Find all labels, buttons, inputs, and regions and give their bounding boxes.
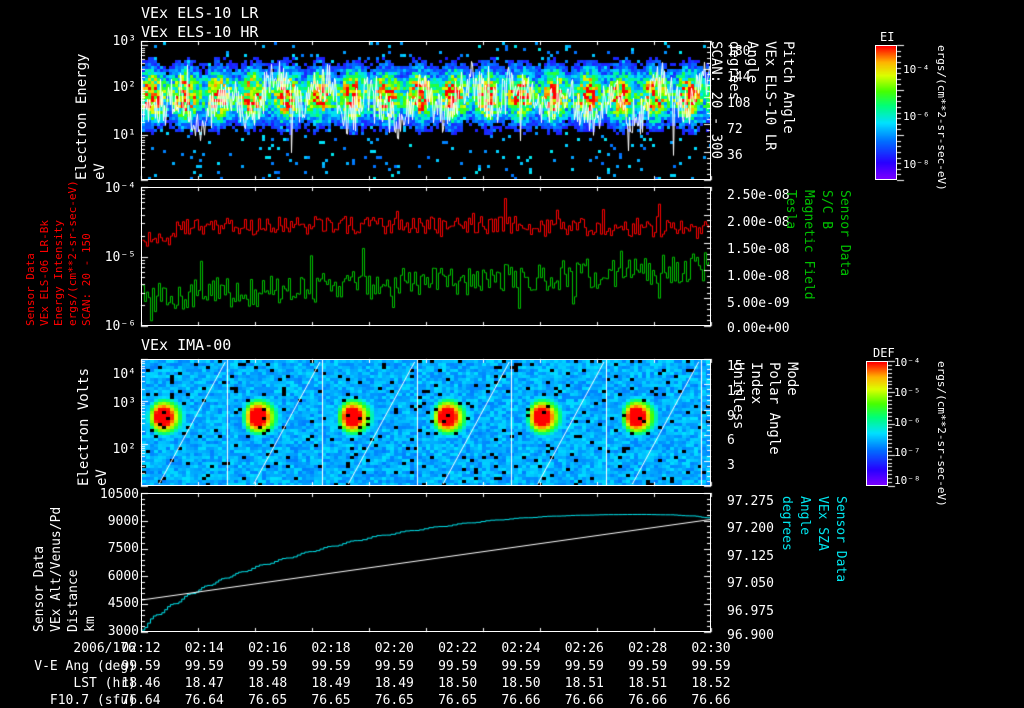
time-axis-cell-r3-c6: 76.66: [501, 693, 541, 708]
time-axis-cell-r1-c2: 99.59: [248, 659, 288, 674]
time-axis-cell-r1-c8: 99.59: [628, 659, 668, 674]
time-axis-cell-r3-c5: 76.65: [438, 693, 478, 708]
time-axis-tick-6: 02:24: [501, 641, 541, 656]
time-axis-cell-r2-c9: 18.52: [691, 676, 731, 691]
time-axis-cell-r3-c0: 76.64: [121, 693, 161, 708]
time-axis-cell-r3-c9: 76.66: [691, 693, 731, 708]
time-axis-tick-3: 02:18: [311, 641, 351, 656]
time-axis-cell-r1-c4: 99.59: [374, 659, 414, 674]
time-axis-tick-1: 02:14: [184, 641, 224, 656]
time-axis-cell-r3-c8: 76.66: [628, 693, 668, 708]
time-axis-cell-r2-c3: 18.49: [311, 676, 351, 691]
time-axis-tick-5: 02:22: [438, 641, 478, 656]
time-axis-cell-r1-c0: 99.59: [121, 659, 161, 674]
time-axis-cell-r2-c2: 18.48: [248, 676, 288, 691]
time-axis-cell-r2-c4: 18.49: [374, 676, 414, 691]
time-axis-cell-r2-c0: 18.46: [121, 676, 161, 691]
time-axis-cell-r2-c6: 18.50: [501, 676, 541, 691]
time-axis-cell-r1-c5: 99.59: [438, 659, 478, 674]
time-axis-cell-r2-c8: 18.51: [628, 676, 668, 691]
time-axis-tick-2: 02:16: [248, 641, 288, 656]
time-axis-cell-r3-c2: 76.65: [248, 693, 288, 708]
time-axis-cell-r3-c7: 76.66: [564, 693, 604, 708]
time-axis-tick-4: 02:20: [374, 641, 414, 656]
time-axis-cell-r2-c1: 18.47: [184, 676, 224, 691]
time-axis-tick-9: 02:30: [691, 641, 731, 656]
time-axis-cell-r1-c1: 99.59: [184, 659, 224, 674]
time-axis-tick-0: 02:12: [121, 641, 161, 656]
time-axis-tick-7: 02:26: [564, 641, 604, 656]
time-axis-cell-r3-c3: 76.65: [311, 693, 351, 708]
time-axis-tick-8: 02:28: [628, 641, 668, 656]
time-axis-cell-r1-c7: 99.59: [564, 659, 604, 674]
time-axis-cell-r3-c4: 76.65: [374, 693, 414, 708]
time-axis-cell-r1-c9: 99.59: [691, 659, 731, 674]
time-axis-cell-r1-c3: 99.59: [311, 659, 351, 674]
time-axis-cell-r2-c7: 18.51: [564, 676, 604, 691]
time-axis-cell-r2-c5: 18.50: [438, 676, 478, 691]
time-axis-cell-r3-c1: 76.64: [184, 693, 224, 708]
time-axis-cell-r1-c6: 99.59: [501, 659, 541, 674]
